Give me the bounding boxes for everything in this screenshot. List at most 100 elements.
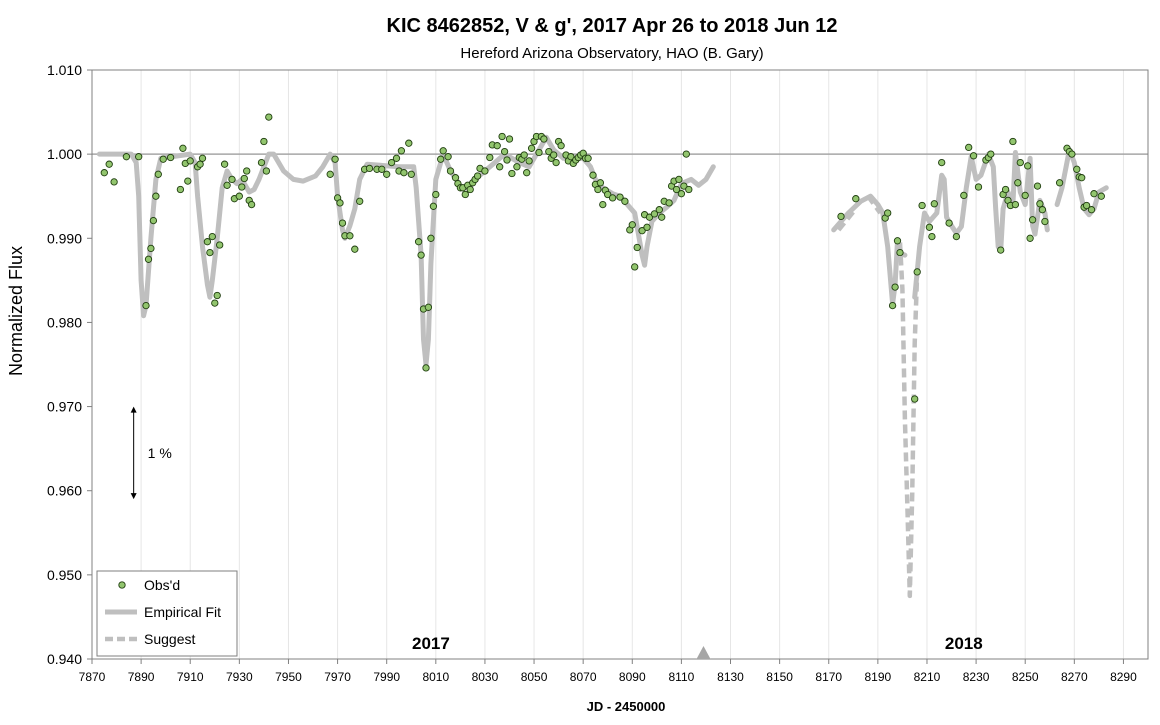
obs-point: [965, 143, 973, 152]
x-tick-label: 7970: [324, 670, 351, 684]
obs-point: [351, 245, 359, 253]
y-axis-label: Normalized Flux: [6, 246, 26, 376]
obs-point: [176, 185, 185, 194]
obs-point: [1026, 234, 1034, 242]
y-tick-label: 1.000: [47, 146, 82, 162]
obs-point: [446, 167, 455, 175]
obs-point: [220, 160, 229, 168]
obs-point: [147, 244, 155, 253]
x-tick-label: 8230: [963, 670, 990, 684]
obs-point: [952, 232, 961, 241]
obs-point: [658, 213, 666, 221]
obs-point: [557, 142, 565, 150]
obs-point: [913, 268, 921, 276]
obs-point: [852, 195, 860, 203]
obs-point: [338, 219, 347, 227]
obs-point: [243, 167, 251, 175]
y-tick-label: 0.950: [47, 567, 82, 583]
obs-point: [1036, 200, 1044, 208]
obs-point: [527, 144, 536, 152]
obs-point: [888, 301, 897, 310]
obs-point: [650, 210, 659, 218]
obs-point: [599, 200, 607, 209]
x-tick-label: 8250: [1012, 670, 1039, 684]
obs-point: [179, 144, 187, 152]
obs-point: [466, 185, 474, 194]
obs-point: [672, 185, 681, 194]
year-label: 2017: [412, 634, 450, 653]
obs-point: [427, 234, 435, 242]
annotation-layer: 1 % 2017 2018: [130, 406, 983, 659]
x-tick-label: 8270: [1061, 670, 1088, 684]
obs-point: [356, 197, 364, 205]
obs-point: [545, 147, 553, 156]
obs-point: [392, 154, 401, 162]
obs-point: [550, 151, 558, 159]
obs-point: [206, 248, 214, 257]
x-tick-label: 8130: [717, 670, 744, 684]
obs-point: [417, 251, 425, 259]
obs-point: [969, 152, 978, 160]
y-tick-label: 0.990: [47, 230, 82, 246]
obs-point: [1033, 182, 1042, 190]
x-tick-label: 8190: [865, 670, 892, 684]
obs-point: [211, 299, 219, 307]
scale-bar-label: 1 %: [148, 445, 172, 461]
obs-point: [1024, 162, 1032, 170]
obs-point: [262, 167, 271, 175]
scale-bar-arrow-down: [130, 493, 137, 500]
obs-point: [326, 170, 334, 178]
obs-point: [1011, 200, 1020, 209]
obs-point: [365, 164, 374, 173]
obs-point: [486, 153, 494, 162]
obs-point: [621, 197, 629, 205]
empirical-fit-line: [912, 150, 1050, 300]
x-tick-label: 8030: [472, 670, 499, 684]
empirical-fit-line: [96, 134, 716, 367]
obs-point: [444, 153, 452, 161]
obs-point: [240, 174, 248, 183]
x-tick-label: 8070: [570, 670, 597, 684]
obs-point: [535, 148, 543, 157]
obs-point: [1078, 174, 1086, 182]
obs-point: [184, 177, 192, 185]
suggest-line: [866, 194, 883, 215]
obs-point: [496, 163, 504, 171]
obs-point: [235, 192, 243, 200]
obs-point: [378, 165, 386, 173]
obs-point: [424, 303, 433, 311]
obs-point: [1055, 179, 1064, 187]
y-tick-label: 0.960: [47, 483, 82, 499]
obs-point: [397, 147, 406, 155]
points-layer: [100, 113, 1105, 403]
x-tick-label: 8210: [914, 670, 941, 684]
obs-point: [223, 181, 231, 189]
obs-point: [216, 241, 224, 249]
obs-point: [1028, 216, 1037, 224]
obs-point: [383, 170, 391, 178]
triangle-marker: [696, 646, 711, 659]
obs-point: [228, 175, 236, 184]
obs-point: [437, 155, 445, 163]
obs-point: [336, 199, 344, 207]
x-tick-label: 7910: [177, 670, 204, 684]
x-tick-label: 8290: [1110, 670, 1137, 684]
obs-point: [1041, 217, 1049, 226]
obs-point: [166, 153, 175, 162]
x-tick-label: 8110: [668, 670, 694, 684]
chart-subtitle: Hereford Arizona Observatory, HAO (B. Ga…: [460, 45, 763, 62]
obs-point: [198, 154, 207, 162]
obs-point: [911, 395, 919, 403]
obs-point: [1014, 179, 1022, 187]
obs-point: [608, 194, 617, 202]
x-tick-label: 7890: [128, 670, 155, 684]
y-tick-label: 1.010: [47, 62, 82, 78]
obs-point: [203, 238, 212, 246]
obs-point: [960, 191, 968, 200]
obs-point: [1082, 201, 1091, 210]
obs-point: [152, 192, 160, 200]
obs-point: [1021, 191, 1029, 200]
obs-point: [346, 232, 354, 240]
x-tick-label: 8090: [619, 670, 646, 684]
